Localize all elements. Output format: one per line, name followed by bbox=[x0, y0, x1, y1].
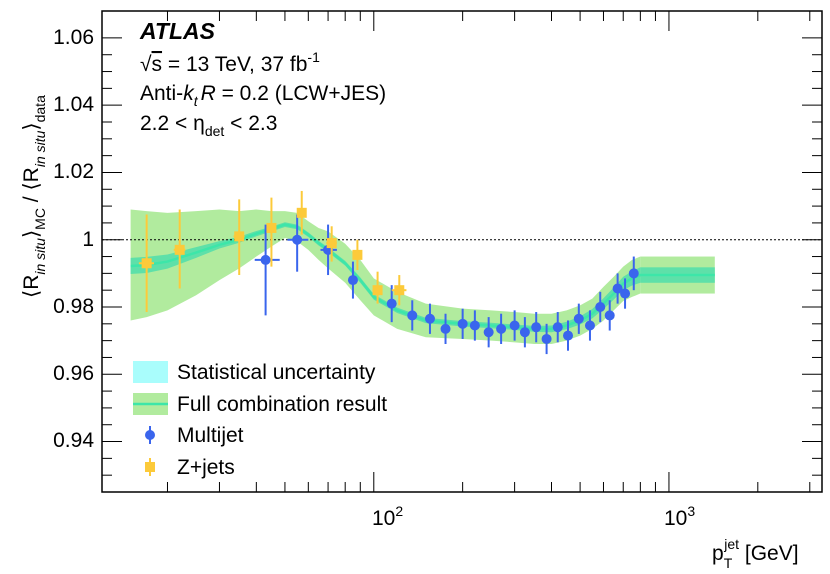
multijet-points bbox=[254, 214, 639, 355]
legend-label-multijet: Multijet bbox=[177, 424, 244, 447]
zjets-point-marker bbox=[372, 285, 383, 296]
zjets-point-marker bbox=[394, 285, 405, 296]
multijet-point-marker bbox=[469, 320, 480, 331]
y-tick-label: 0.98 bbox=[53, 295, 94, 318]
legend-stat-swatch bbox=[133, 361, 168, 383]
y-tick-label: 1 bbox=[82, 228, 94, 251]
zjets-point-marker bbox=[326, 238, 337, 249]
multijet-point-marker bbox=[620, 288, 631, 299]
multijet-point-marker bbox=[604, 310, 615, 321]
experiment-label: ATLAS bbox=[139, 18, 216, 44]
atlas-header: ATLAS √s = 13 TeV, 37 fb-1 Anti-kt R = 0.… bbox=[139, 18, 386, 139]
multijet-point-marker bbox=[531, 322, 542, 333]
multijet-point-marker bbox=[483, 327, 494, 338]
x-axis-ticks bbox=[166, 11, 811, 492]
eta-range-label: 2.2 < ηdet < 2.3 bbox=[140, 112, 277, 139]
zjets-point-marker bbox=[234, 231, 245, 242]
y-axis-title: ⟨Rin situ⟩MC / ⟨Rin situ⟩data bbox=[20, 95, 48, 298]
multijet-point-marker bbox=[386, 298, 397, 309]
zjets-point-marker bbox=[296, 207, 307, 218]
y-tick-label: 1.02 bbox=[53, 160, 94, 183]
y-tick-label: 1.06 bbox=[53, 26, 94, 49]
multijet-point-marker bbox=[541, 333, 552, 344]
multijet-point-marker bbox=[496, 323, 507, 334]
zjets-point-marker bbox=[266, 222, 277, 233]
multijet-point-marker bbox=[612, 283, 623, 294]
legend-label-zjets: Z+jets bbox=[177, 456, 235, 479]
legend-label-full: Full combination result bbox=[177, 393, 387, 416]
legend-zjets-marker bbox=[145, 462, 155, 472]
zjets-point-marker bbox=[352, 249, 363, 260]
multijet-point-marker bbox=[573, 313, 584, 324]
legend-label-stat: Statistical uncertainty bbox=[177, 361, 376, 384]
multijet-point-marker bbox=[457, 318, 468, 329]
multijet-point-marker bbox=[407, 310, 418, 321]
multijet-point-marker bbox=[347, 275, 358, 286]
y-tick-label: 1.04 bbox=[53, 93, 94, 116]
jet-definition-label: Anti-kt R = 0.2 (LCW+JES) bbox=[140, 82, 386, 109]
multijet-point-marker bbox=[260, 254, 271, 265]
multijet-point-marker bbox=[584, 320, 595, 331]
y-axis-ticks bbox=[102, 37, 822, 476]
x-tick-label-100: 102 bbox=[372, 503, 403, 530]
multijet-point-marker bbox=[563, 330, 574, 341]
plot-frame bbox=[101, 10, 823, 493]
legend: Statistical uncertainty Full combination… bbox=[133, 361, 387, 479]
x-tick-label-1000: 103 bbox=[664, 503, 695, 530]
zjets-points bbox=[138, 190, 407, 313]
zjets-point-marker bbox=[141, 258, 152, 269]
legend-multijet-marker bbox=[145, 430, 155, 440]
multijet-point-marker bbox=[552, 322, 563, 333]
full-uncertainty-band bbox=[130, 209, 641, 344]
x-axis-title: pTjet [GeV] bbox=[712, 536, 799, 571]
y-tick-labels: 0.94 0.96 0.98 1 1.02 1.04 1.06 bbox=[53, 26, 94, 452]
multijet-point-marker bbox=[292, 234, 303, 245]
multijet-point-marker bbox=[509, 320, 520, 331]
multijet-point-marker bbox=[424, 313, 435, 324]
multijet-point-marker bbox=[440, 323, 451, 334]
energy-lumi-label: √s = 13 TeV, 37 fb-1 bbox=[140, 49, 320, 76]
y-tick-label: 0.96 bbox=[53, 362, 94, 385]
multijet-point-marker bbox=[628, 268, 639, 279]
zjets-point-marker bbox=[174, 244, 185, 255]
y-tick-label: 0.94 bbox=[53, 429, 94, 452]
multijet-point-marker bbox=[595, 302, 606, 312]
multijet-point-marker bbox=[519, 327, 530, 338]
